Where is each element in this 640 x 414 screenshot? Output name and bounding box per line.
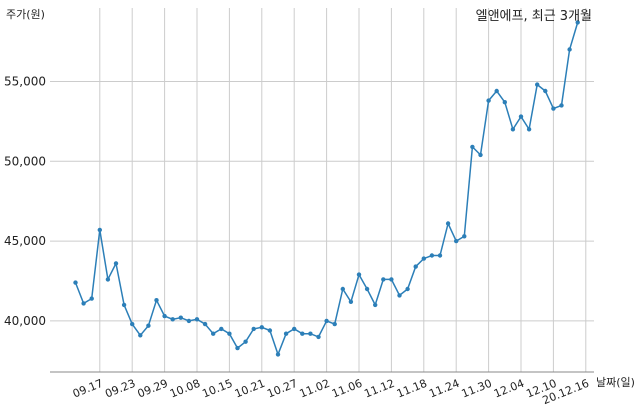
x-tick-label: 09.29 [136, 377, 170, 401]
x-tick-label: 12.04 [492, 377, 526, 401]
data-point [275, 352, 281, 357]
data-point [243, 339, 248, 344]
data-point [535, 82, 540, 87]
data-point [356, 272, 362, 277]
data-point [454, 238, 459, 244]
data-point [300, 331, 305, 336]
data-point [138, 333, 143, 338]
data-point [397, 293, 402, 298]
data-point [235, 345, 240, 351]
data-point [227, 331, 232, 336]
data-point [494, 88, 499, 94]
data-point [267, 328, 273, 333]
data-point [340, 286, 345, 292]
data-point [373, 302, 378, 308]
price-points [73, 20, 580, 357]
grid [50, 8, 594, 372]
data-point [81, 301, 86, 306]
x-axis-title: 날짜(일) [596, 375, 635, 389]
data-point [105, 277, 111, 282]
x-tick-label: 11.18 [395, 377, 429, 401]
y-axis-ticks: 40,000 45,000 50,000 55,000 [4, 74, 46, 327]
x-tick-label: 11.30 [460, 377, 494, 401]
data-point [421, 256, 426, 261]
data-point [251, 326, 256, 332]
data-point [567, 47, 572, 52]
data-point [429, 253, 435, 258]
data-point [405, 286, 410, 292]
data-point [332, 321, 337, 327]
data-point [526, 127, 532, 132]
data-point [437, 253, 443, 258]
data-point [211, 331, 216, 336]
y-tick-label: 45,000 [4, 234, 46, 248]
data-point [170, 317, 175, 322]
data-point [575, 20, 580, 25]
y-tick-label: 40,000 [4, 314, 46, 328]
x-tick-label: 11.06 [330, 377, 364, 401]
x-tick-label: 09.23 [103, 377, 137, 401]
x-tick-label: 09.17 [71, 377, 105, 401]
x-tick-label: 10.08 [168, 377, 202, 401]
y-tick-label: 55,000 [4, 74, 46, 88]
data-point [445, 221, 451, 226]
data-point [186, 318, 192, 324]
data-point [89, 296, 94, 301]
data-point [348, 299, 354, 304]
data-point [308, 331, 313, 336]
data-point [194, 317, 200, 322]
x-tick-label: 10.27 [265, 377, 299, 401]
data-point [178, 315, 183, 320]
x-tick-label: 11.24 [427, 377, 461, 401]
data-point [316, 334, 321, 340]
data-point [73, 280, 78, 285]
y-tick-label: 50,000 [4, 154, 46, 168]
data-point [551, 106, 556, 111]
x-axis-ticks: 09.1709.2309.2910.0810.1510.2110.2711.02… [71, 377, 591, 407]
data-point [283, 331, 289, 336]
data-point [97, 227, 103, 233]
data-point [559, 103, 564, 108]
data-point [162, 313, 167, 319]
data-point [219, 326, 224, 332]
data-point [146, 323, 151, 328]
data-point [259, 325, 264, 330]
x-tick-label: 10.21 [233, 377, 267, 401]
data-point [130, 321, 135, 327]
data-point [543, 88, 548, 94]
data-point [462, 234, 467, 239]
x-tick-label: 11.12 [362, 377, 396, 401]
data-point [202, 321, 208, 327]
data-point [486, 98, 491, 103]
data-point [502, 100, 507, 105]
data-point [478, 152, 483, 158]
data-point [121, 302, 127, 308]
data-point [413, 264, 418, 269]
data-point [381, 277, 386, 282]
data-point [510, 127, 516, 132]
data-point [518, 114, 524, 119]
data-point [389, 277, 394, 282]
data-point [113, 261, 119, 266]
data-point [292, 326, 297, 332]
data-point [470, 144, 475, 150]
data-point [154, 298, 159, 303]
data-point [324, 318, 329, 324]
chart-title: 엘앤에프, 최근 3개월 [476, 9, 592, 24]
data-point [364, 286, 370, 292]
x-tick-label: 10.15 [200, 377, 234, 401]
y-axis-title: 주가(원) [6, 8, 45, 21]
x-tick-label: 11.02 [298, 377, 332, 401]
